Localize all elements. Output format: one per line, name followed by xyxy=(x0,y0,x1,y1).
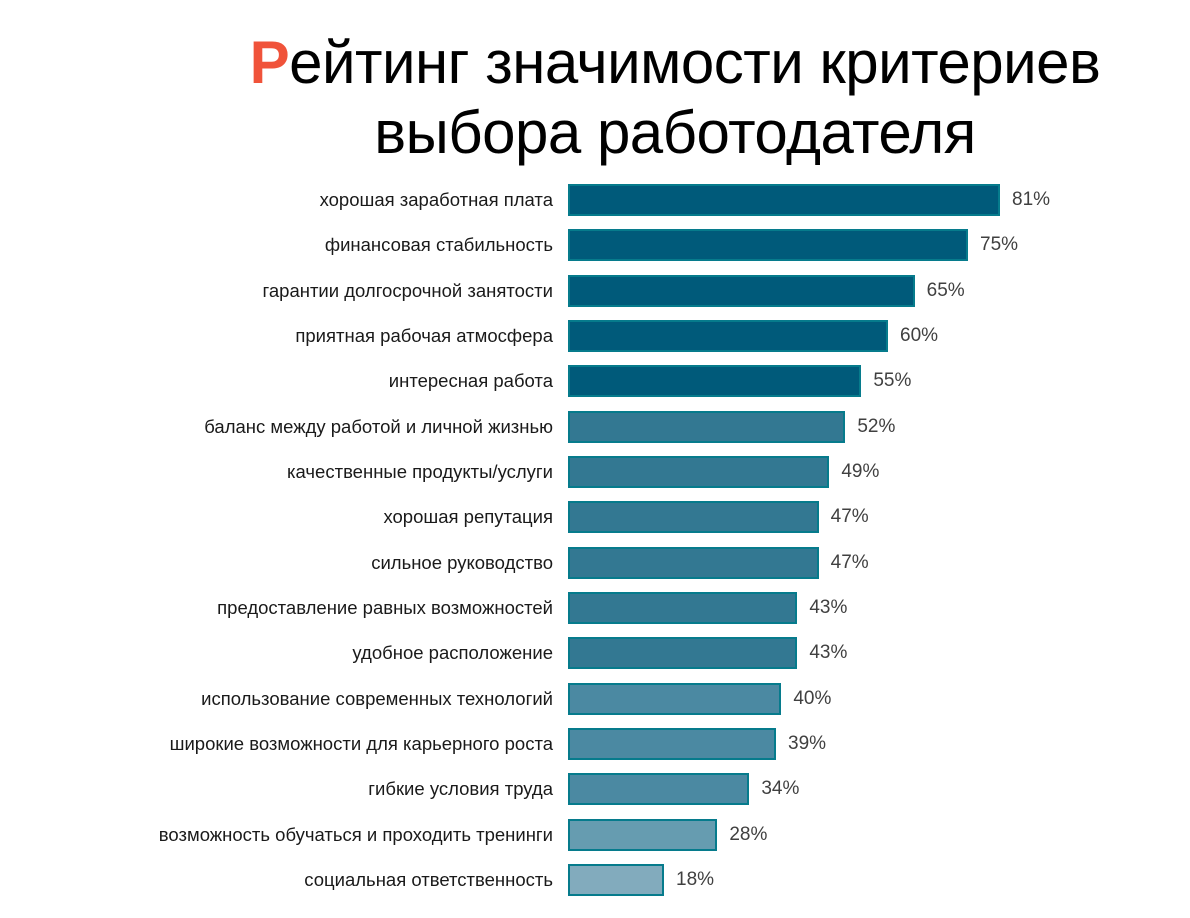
bar xyxy=(568,546,819,579)
category-label: гибкие условия труда xyxy=(368,778,553,800)
bar xyxy=(568,365,862,398)
value-label: 81% xyxy=(1012,189,1051,210)
value-label: 60% xyxy=(900,324,939,346)
value-label: 75% xyxy=(980,234,1019,256)
bar-row: возможность обучаться и проходить тренин… xyxy=(0,818,1190,851)
title-line-1: Рейтинг значимости критериев xyxy=(150,28,1190,98)
value-label: 47% xyxy=(830,506,869,528)
title-line-2: выбора работодателя xyxy=(374,99,976,166)
category-label: широкие возможности для карьерного роста xyxy=(169,732,553,754)
bar-row: широкие возможности для карьерного роста… xyxy=(0,727,1190,760)
category-label: хорошая репутация xyxy=(383,506,553,528)
category-label: сильное руководство xyxy=(371,551,553,573)
bar-row: удобное расположение 43% xyxy=(0,637,1190,670)
bar-row: использование современных технологий 40% xyxy=(0,682,1190,715)
bar-row: баланс между работой и личной жизнью 52% xyxy=(0,410,1190,443)
bar xyxy=(568,184,1000,216)
bar xyxy=(568,773,750,806)
bar-row: качественные продукты/услуги 49% xyxy=(0,455,1190,488)
bar-row: хорошая репутация 47% xyxy=(0,501,1190,534)
category-label: удобное расположение xyxy=(352,642,553,664)
bar-row: приятная рабочая атмосфера 60% xyxy=(0,319,1190,352)
value-label: 65% xyxy=(926,279,965,301)
category-label: баланс между работой и личной жизнью xyxy=(204,415,553,437)
category-label: возможность обучаться и проходить тренин… xyxy=(158,823,553,845)
category-label: качественные продукты/услуги xyxy=(287,460,553,482)
bar xyxy=(568,637,798,670)
bar-row: предоставление равных возможностей 43% xyxy=(0,591,1190,624)
value-label: 39% xyxy=(788,732,827,754)
bar xyxy=(568,319,888,352)
category-label: приятная рабочая атмосфера xyxy=(295,324,553,346)
bar xyxy=(568,455,830,488)
bar xyxy=(568,863,664,896)
value-label: 18% xyxy=(676,868,715,890)
bar-row: гибкие условия труда 34% xyxy=(0,773,1190,806)
value-label: 43% xyxy=(809,596,848,618)
bar xyxy=(568,682,782,715)
value-label: 34% xyxy=(761,778,800,800)
category-label: гарантии долгосрочной занятости xyxy=(262,279,553,301)
value-label: 49% xyxy=(841,460,880,482)
value-label: 43% xyxy=(809,642,848,664)
category-label: интересная работа xyxy=(388,370,553,392)
bar xyxy=(568,229,968,262)
category-label: социальная ответственность xyxy=(304,868,553,890)
bar xyxy=(568,501,819,534)
category-label: предоставление равных возможностей xyxy=(217,596,553,618)
bar-row: хорошая заработная плата 81% xyxy=(0,184,1190,216)
value-label: 47% xyxy=(830,551,869,573)
title-line-1-rest: ейтинг значимости критериев xyxy=(289,29,1101,96)
bar-row: интересная работа 55% xyxy=(0,365,1190,398)
value-label: 28% xyxy=(729,823,768,845)
value-label: 55% xyxy=(873,370,912,392)
value-label: 52% xyxy=(857,415,896,437)
bar xyxy=(568,818,718,851)
bar-row: финансовая стабильность 75% xyxy=(0,229,1190,262)
bar xyxy=(568,410,846,443)
page-title: Рейтинг значимости критериев выбора рабо… xyxy=(150,28,1190,168)
category-label: финансовая стабильность xyxy=(324,234,553,256)
category-label: хорошая заработная плата xyxy=(319,189,553,210)
bar-row: гарантии долгосрочной занятости 65% xyxy=(0,274,1190,307)
value-label: 40% xyxy=(793,687,832,709)
bar xyxy=(568,274,915,307)
bar-row: социальная ответственность 18% xyxy=(0,863,1190,896)
title-accent-letter: Р xyxy=(249,29,290,96)
bar-row: сильное руководство 47% xyxy=(0,546,1190,579)
bar xyxy=(568,591,798,624)
category-label: использование современных технологий xyxy=(201,687,553,709)
bar xyxy=(568,727,776,760)
